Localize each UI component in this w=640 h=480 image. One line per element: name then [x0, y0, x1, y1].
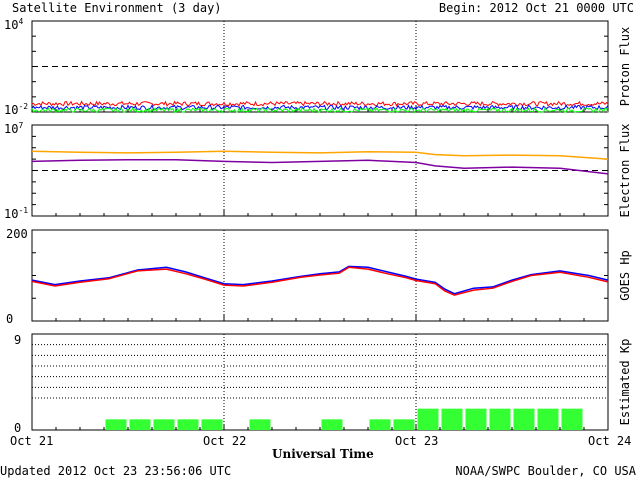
- electron-flux-y-tick-label: 107: [4, 121, 23, 136]
- kp-bar: [441, 408, 463, 430]
- electron-flux-y-tick-label: 10-1: [4, 206, 28, 221]
- kp-bar: [393, 419, 415, 430]
- kp-bar: [489, 408, 511, 430]
- proton-flux-frame: [31, 20, 609, 113]
- kp-bar: [465, 408, 487, 430]
- x-tick-oct24: Oct 24: [588, 434, 632, 448]
- kp-bar: [129, 419, 151, 430]
- kp-bar: [417, 408, 439, 430]
- estimated-kp-y-tick-label: 0: [14, 421, 21, 435]
- updated-time: Updated 2012 Oct 23 23:56:06 UTC: [0, 464, 232, 478]
- begin-time: Begin: 2012 Oct 21 0000 UTC: [438, 1, 634, 15]
- estimated-kp-y-label: Estimated Kp: [618, 339, 632, 426]
- electron-purple-series: [31, 158, 609, 175]
- kp-bar: [321, 419, 343, 430]
- goes-hp-blue-series: [31, 265, 609, 295]
- goes-hp-y-label: GOES Hp: [618, 250, 632, 301]
- credit-text: NOAA/SWPC Boulder, CO USA: [455, 464, 636, 478]
- proton-flux-y-tick-label: 10-2: [4, 102, 28, 117]
- kp-bar: [153, 419, 175, 430]
- electron-flux-frame: [31, 124, 609, 217]
- estimated-kp-y-tick-label: 9: [14, 333, 21, 347]
- electron-flux-y-label: Electron Flux: [618, 124, 632, 218]
- electron-orange-series: [31, 150, 609, 160]
- proton-flux-y-label: Proton Flux: [618, 27, 632, 106]
- x-tick-oct23: Oct 23: [395, 434, 439, 448]
- kp-bar: [105, 419, 127, 430]
- kp-bar: [561, 408, 583, 430]
- kp-bar: [249, 419, 271, 430]
- kp-bar: [177, 419, 199, 430]
- proton-blue-series: [31, 104, 609, 111]
- proton-flux-y-tick-label: 104: [4, 17, 23, 32]
- x-tick-oct22: Oct 22: [203, 434, 247, 448]
- x-axis-label: Universal Time: [272, 447, 374, 461]
- goes-hp-y-tick-label: 200: [6, 227, 28, 241]
- goes-hp-y-tick-label: 0: [6, 312, 13, 326]
- chart-title: Satellite Environment (3 day): [12, 1, 222, 15]
- kp-bar: [369, 419, 391, 430]
- kp-bar: [201, 419, 223, 430]
- kp-bar: [537, 408, 559, 430]
- kp-bar: [513, 408, 535, 430]
- x-tick-oct21: Oct 21: [10, 434, 54, 448]
- goes-hp-red-series: [31, 266, 609, 296]
- proton-red-series: [31, 100, 609, 107]
- proton-green-series: [31, 107, 609, 114]
